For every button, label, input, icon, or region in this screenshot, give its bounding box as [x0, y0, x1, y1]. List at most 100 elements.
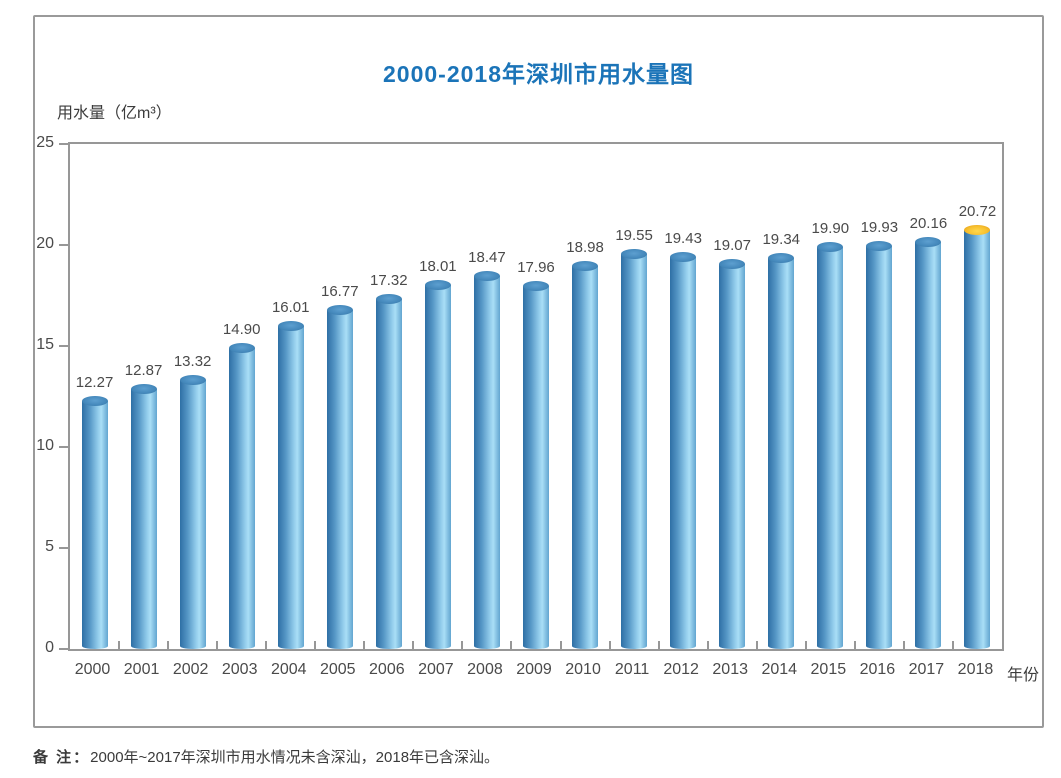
- x-tick: [265, 641, 268, 649]
- bar-value-label: 16.77: [321, 283, 359, 301]
- x-tick-label-2006: 2006: [369, 661, 405, 678]
- bar-2009: [523, 286, 549, 649]
- x-tick-label-2003: 2003: [221, 661, 258, 678]
- bar-value-label: 18.47: [468, 248, 506, 266]
- x-tick: [755, 641, 758, 649]
- x-tick-label-2016: 2016: [859, 661, 896, 678]
- x-tick: [608, 641, 611, 649]
- bar-value-label: 20.16: [909, 214, 948, 232]
- bar-cap-2009: [523, 281, 549, 292]
- x-tick: [118, 641, 121, 649]
- bar-cap-2017: [915, 236, 942, 247]
- footnote-text: 2000年~2017年深圳市用水情况未含深汕，2018年已含深汕。: [90, 749, 500, 766]
- bar-2014: [768, 258, 795, 649]
- bar-2011: [621, 254, 648, 649]
- bar-cap-2013: [719, 258, 746, 269]
- bar-cap-2012: [670, 251, 697, 262]
- bar-cap-2005: [326, 305, 353, 316]
- x-tick-label-2014: 2014: [761, 661, 798, 678]
- y-tick-label: 5: [45, 538, 54, 555]
- bar-2016: [866, 246, 893, 649]
- bar-2006: [375, 299, 402, 649]
- x-tick-label-2008: 2008: [467, 661, 503, 678]
- x-tick-label-2018: 2018: [957, 661, 994, 678]
- x-axis-label: 年份: [1007, 667, 1040, 684]
- bar-cap-2015: [817, 242, 844, 253]
- x-tick: [461, 641, 464, 649]
- x-tick-label-2010: 2010: [565, 661, 601, 678]
- bar-value-label: 14.90: [222, 321, 261, 339]
- bar-cap-2014: [768, 253, 795, 264]
- x-tick: [510, 641, 513, 649]
- plot-area: 0 5 10 15 20 25 12.27 12.87 13.32 14.90 16.01 16.77…: [36, 134, 1004, 656]
- bar-cap-2011: [621, 249, 648, 260]
- bar-cap-2008: [473, 270, 500, 281]
- bar-cap-2002: [179, 374, 206, 385]
- bar-value-label: 18.01: [419, 258, 457, 276]
- x-tick: [804, 641, 807, 649]
- y-tick: [59, 648, 68, 650]
- bar-2000: [81, 401, 108, 649]
- bar-cap-2006: [375, 294, 402, 305]
- x-tick-label-2015: 2015: [810, 661, 847, 678]
- bar-value-label: 18.98: [566, 238, 604, 256]
- y-tick: [59, 244, 68, 246]
- x-axis-labels-row: 2000 2001 2002 2003 2004 2005 2006 2007 2008 2009…: [68, 661, 1000, 685]
- chart-card: 2000-2018年深圳市用水量图 用水量（亿m³） 0 5 10 15 20 25 12.…: [33, 15, 1044, 728]
- bar-cap-2001: [130, 384, 157, 395]
- bar-value-label: 19.55: [615, 227, 653, 245]
- bar-2002: [179, 379, 206, 649]
- bar-2012: [670, 256, 697, 649]
- x-tick-label-2007: 2007: [418, 661, 454, 678]
- x-tick-label-2012: 2012: [663, 661, 699, 678]
- x-tick: [853, 641, 856, 649]
- y-tick-label: 20: [36, 235, 54, 252]
- bar-2018: [964, 230, 991, 649]
- y-tick-label: 15: [36, 336, 54, 353]
- bar-value-label: 13.32: [173, 352, 212, 370]
- x-tick-label-2013: 2013: [712, 661, 748, 678]
- bar-2017: [915, 241, 942, 649]
- bar-2001: [130, 389, 157, 649]
- y-tick-label: 0: [45, 639, 54, 656]
- x-tick: [902, 641, 905, 649]
- y-tick-label: 25: [36, 134, 54, 151]
- y-axis-label: 用水量（亿m³）: [57, 105, 172, 122]
- bar-2008: [473, 275, 500, 649]
- y-tick: [59, 547, 68, 549]
- x-tick-label-2009: 2009: [516, 661, 552, 678]
- bar-cap-2003: [228, 343, 255, 354]
- x-tick-label-2001: 2001: [123, 661, 160, 678]
- bar-2013: [719, 263, 746, 649]
- x-tick-label-2000: 2000: [74, 661, 111, 678]
- x-tick: [314, 641, 317, 649]
- bar-value-label: 16.01: [271, 298, 310, 316]
- x-tick: [167, 641, 170, 649]
- bar-value-label: 17.96: [517, 259, 555, 277]
- bar-cap-2016: [866, 241, 893, 252]
- y-tick: [59, 345, 68, 347]
- chart-title: 2000-2018年深圳市用水量图: [383, 61, 694, 87]
- x-tick-label-2002: 2002: [172, 661, 209, 678]
- x-tick: [216, 641, 219, 649]
- bar-value-label: 19.90: [811, 220, 850, 238]
- bar-cap-2018: [964, 225, 991, 236]
- bar-cap-2007: [424, 280, 451, 291]
- bar-value-label: 19.34: [762, 231, 801, 249]
- x-tick: [363, 641, 366, 649]
- x-tick: [657, 641, 660, 649]
- bar-cap-2004: [277, 320, 304, 331]
- y-tick: [59, 143, 68, 145]
- bar-2007: [424, 285, 451, 649]
- bar-cap-2000: [81, 396, 108, 407]
- y-tick-label: 10: [36, 437, 54, 454]
- bar-value-label: 12.87: [124, 362, 163, 380]
- x-tick-label-2004: 2004: [270, 661, 307, 678]
- bar-value-label: 19.43: [664, 229, 702, 247]
- x-tick-label-2017: 2017: [908, 661, 945, 678]
- footnote: 备 注：2000年~2017年深圳市用水情况未含深汕，2018年已含深汕。: [33, 746, 499, 767]
- x-tick: [559, 641, 562, 649]
- bar-2010: [572, 265, 599, 649]
- x-tick: [706, 641, 709, 649]
